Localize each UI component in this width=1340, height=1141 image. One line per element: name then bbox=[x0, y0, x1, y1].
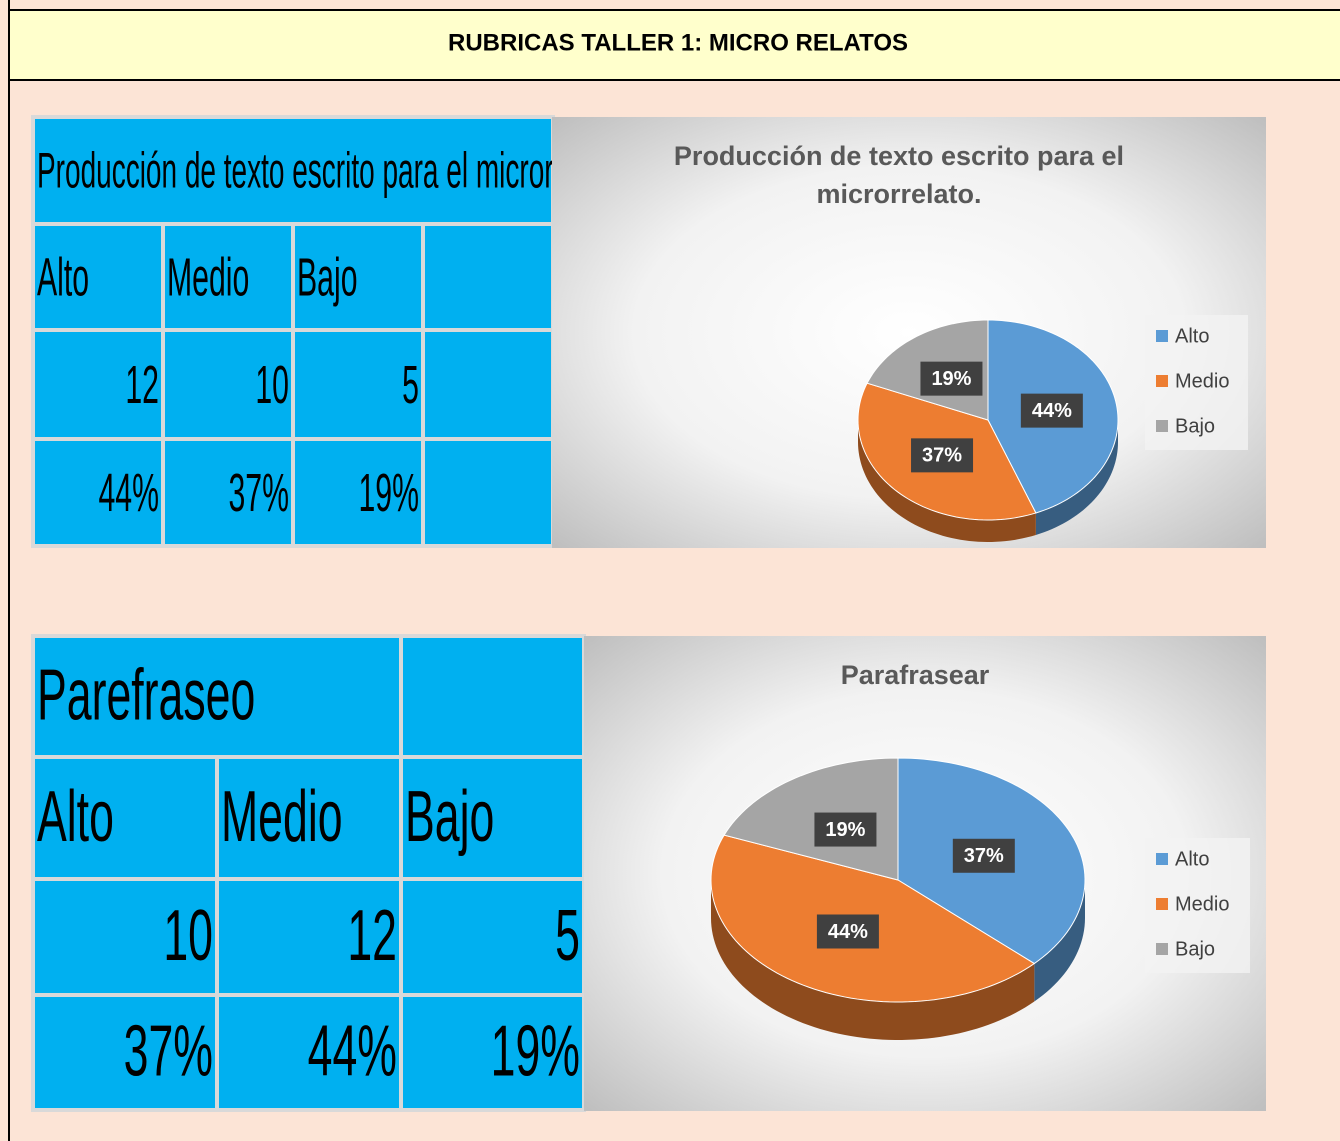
table-cell bbox=[215, 755, 403, 881]
table-cell bbox=[291, 328, 425, 441]
table-text: 12 bbox=[347, 895, 397, 976]
chart-title: microrrelato. bbox=[816, 179, 981, 209]
data-label: 37% bbox=[922, 445, 962, 467]
table-cell bbox=[31, 634, 403, 759]
table-cell bbox=[399, 993, 586, 1112]
table-cell bbox=[421, 222, 555, 332]
slice-side bbox=[858, 420, 1036, 542]
slice bbox=[723, 757, 899, 881]
legend-label: Alto bbox=[1175, 848, 1209, 870]
table-cell bbox=[421, 328, 555, 441]
chart-title: Parafrasear bbox=[841, 660, 990, 690]
table-text: 44% bbox=[98, 463, 159, 523]
table-text: 5 bbox=[402, 355, 419, 415]
table-title: Producción de texto escrito para el micr… bbox=[37, 142, 631, 199]
legend-swatch bbox=[1156, 943, 1168, 955]
table-cell bbox=[161, 328, 295, 441]
table-cell bbox=[421, 437, 555, 548]
table-cell bbox=[31, 437, 165, 548]
table-text: 5 bbox=[555, 895, 580, 976]
legend-swatch bbox=[1156, 375, 1168, 387]
table-text: Alto bbox=[37, 776, 114, 857]
table-text: 44% bbox=[308, 1011, 397, 1092]
data-label: 19% bbox=[931, 368, 971, 390]
legend-label: Bajo bbox=[1175, 415, 1215, 437]
table-text: 37% bbox=[124, 1011, 213, 1092]
data-label-box bbox=[920, 361, 983, 396]
slice-side bbox=[711, 880, 1035, 1040]
table-cell bbox=[399, 877, 586, 997]
table-text: 10 bbox=[163, 895, 213, 976]
table-text: 37% bbox=[228, 463, 289, 523]
data-label-box bbox=[816, 914, 879, 949]
table-text: Medio bbox=[167, 247, 249, 307]
slice-side bbox=[1035, 420, 1118, 535]
legend-label: Alto bbox=[1175, 325, 1209, 347]
table-text: 19% bbox=[491, 1011, 580, 1092]
header-title: RUBRICAS TALLER 1: MICRO RELATOS bbox=[448, 29, 908, 56]
table-cell bbox=[215, 993, 403, 1112]
chart-title: Producción de texto escrito para el bbox=[674, 141, 1124, 171]
table-title: Parefraseo bbox=[37, 655, 255, 736]
data-label: 37% bbox=[964, 845, 1004, 867]
data-label: 44% bbox=[1032, 400, 1072, 422]
data-label-box bbox=[911, 438, 974, 473]
table-text: Medio bbox=[221, 776, 343, 857]
table-cell bbox=[399, 634, 586, 759]
legend-label: Bajo bbox=[1175, 938, 1215, 960]
table-text: Alto bbox=[37, 247, 89, 307]
legend-label: Medio bbox=[1175, 370, 1229, 392]
data-label-box bbox=[814, 812, 877, 847]
legend-swatch bbox=[1156, 853, 1168, 865]
table-text: 19% bbox=[358, 463, 419, 523]
legend-swatch bbox=[1156, 330, 1168, 342]
table-cell bbox=[215, 877, 403, 997]
data-label-box bbox=[952, 838, 1015, 873]
header-box bbox=[8, 9, 1340, 81]
table-cell bbox=[31, 993, 219, 1112]
table-text: Bajo bbox=[405, 776, 494, 857]
table-text: 12 bbox=[125, 355, 159, 415]
legend-swatch bbox=[1156, 898, 1168, 910]
table-cell bbox=[161, 437, 295, 548]
slice-side bbox=[1034, 880, 1085, 1002]
table-text: 10 bbox=[255, 355, 289, 415]
data-label: 19% bbox=[825, 819, 865, 841]
table-cell bbox=[31, 755, 219, 881]
data-label-box bbox=[1020, 393, 1083, 428]
table-cell bbox=[31, 115, 555, 226]
data-label: 44% bbox=[828, 921, 868, 943]
legend-swatch bbox=[1156, 420, 1168, 432]
legend-label: Medio bbox=[1175, 893, 1229, 915]
table-text: Bajo bbox=[297, 247, 358, 307]
